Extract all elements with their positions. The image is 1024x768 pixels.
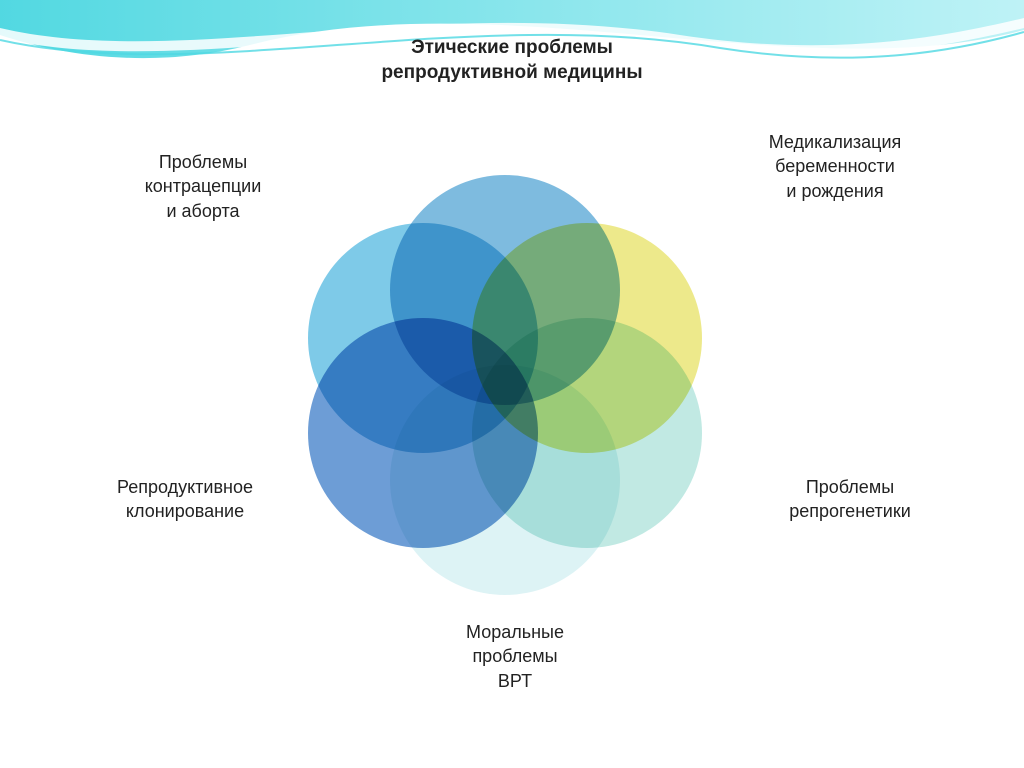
label-contraception-line1: Проблемы bbox=[159, 152, 247, 172]
label-reprogenetics: Проблемы репрогенетики bbox=[740, 475, 960, 524]
label-vrт-line3: ВРТ bbox=[498, 671, 532, 691]
label-vrт: Моральные проблемы ВРТ bbox=[400, 620, 630, 693]
label-contraception: Проблемы контрацепции и аборта bbox=[98, 150, 308, 223]
slide: Этические проблемы репродуктивной медици… bbox=[0, 0, 1024, 768]
label-contraception-line3: и аборта bbox=[166, 201, 239, 221]
label-contraception-line2: контрацепции bbox=[145, 176, 262, 196]
label-vrт-line2: проблемы bbox=[472, 646, 557, 666]
label-medicalization: Медикализация беременности и рождения bbox=[720, 130, 950, 203]
label-cloning-line1: Репродуктивное bbox=[117, 477, 253, 497]
label-cloning: Репродуктивное клонирование bbox=[60, 475, 310, 524]
label-medicalization-line1: Медикализация bbox=[769, 132, 902, 152]
label-reprogenetics-line2: репрогенетики bbox=[789, 501, 911, 521]
label-reprogenetics-line1: Проблемы bbox=[806, 477, 894, 497]
label-medicalization-line3: и рождения bbox=[786, 181, 883, 201]
label-cloning-line2: клонирование bbox=[126, 501, 244, 521]
venn-circle-top-left bbox=[308, 223, 538, 453]
label-vrт-line1: Моральные bbox=[466, 622, 564, 642]
label-medicalization-line2: беременности bbox=[775, 156, 895, 176]
